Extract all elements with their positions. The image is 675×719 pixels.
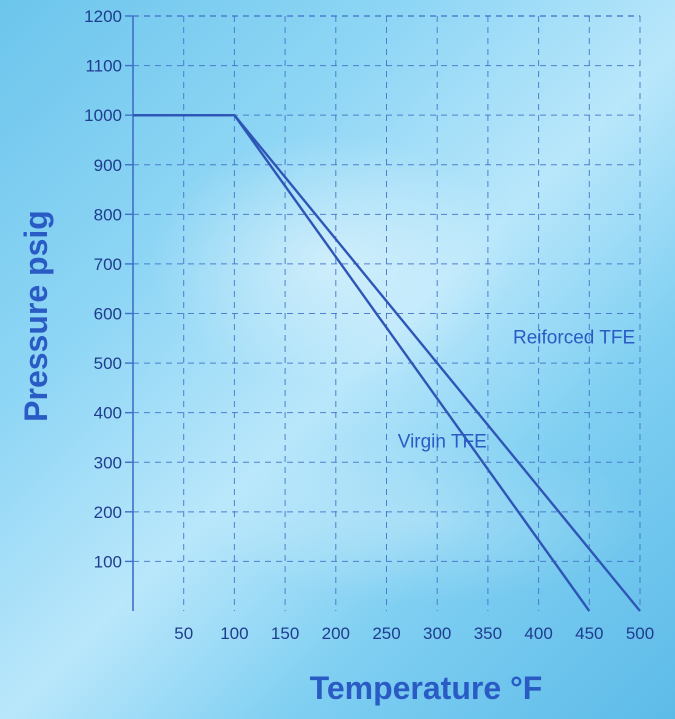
x-tick-label: 400 — [524, 624, 552, 643]
x-tick-label: 200 — [322, 624, 350, 643]
y-tick-label: 200 — [94, 503, 122, 522]
y-tick-label: 600 — [94, 305, 122, 324]
series-line-virgin-tfe — [133, 113, 591, 612]
y-tick-label: 400 — [94, 404, 122, 423]
y-tick-label: 700 — [94, 255, 122, 274]
y-tick-label: 300 — [94, 453, 122, 472]
series-layer — [133, 113, 641, 612]
x-tick-label: 50 — [174, 624, 193, 643]
grid-layer — [133, 15, 641, 611]
label-layer: 50 100 150 200 250 300 350 400 450 500 100 200 300 40… — [84, 7, 654, 643]
x-axis-title: Temperature °F — [310, 670, 543, 706]
virgin-tfe-label: Virgin TFE — [398, 431, 487, 452]
y-tick-label: 100 — [94, 552, 122, 571]
reinforced-tfe-label: Reiforced TFE — [513, 327, 635, 348]
x-tick-label: 100 — [220, 624, 248, 643]
x-tick-label: 450 — [575, 624, 603, 643]
y-tick-label: 800 — [94, 205, 122, 224]
y-tick-label: 1200 — [84, 7, 122, 26]
x-tick-label: 250 — [372, 624, 400, 643]
y-tick-label: 1000 — [84, 106, 122, 125]
x-tick-label: 500 — [626, 624, 654, 643]
y-tick-label: 1100 — [85, 57, 122, 76]
y-axis-title: Pressure psig — [18, 210, 54, 422]
x-tick-label: 350 — [474, 624, 502, 643]
y-tick-label: 500 — [94, 354, 122, 373]
y-tick-label: 900 — [94, 156, 122, 175]
x-tick-label: 300 — [423, 624, 451, 643]
x-tick-label: 150 — [271, 624, 299, 643]
